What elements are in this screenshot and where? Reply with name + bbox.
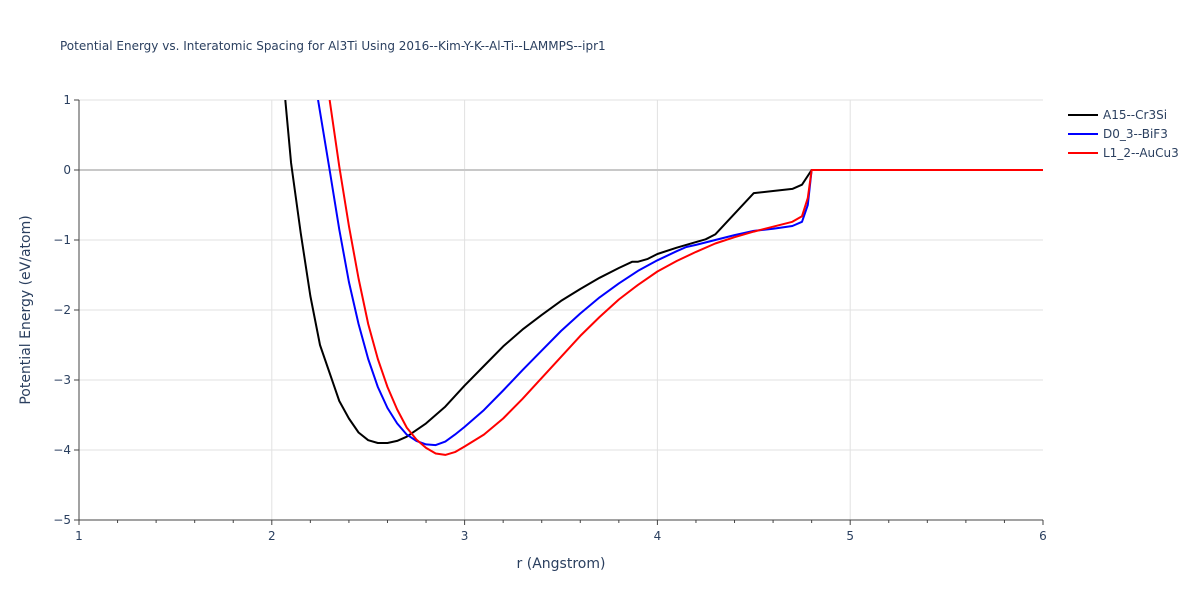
plot-area: [284, 100, 1043, 456]
axes: 1 2 3 4 5 6 1 0 −1 −2 −3 −4 −5: [53, 93, 1047, 543]
x-tick-label: 1: [75, 529, 83, 543]
series-line-2[interactable]: [317, 100, 1043, 447]
legend-item[interactable]: D0_3--BiF3: [1068, 127, 1168, 141]
chart-title: Potential Energy vs. Interatomic Spacing…: [60, 39, 606, 53]
series-line-3[interactable]: [328, 100, 1043, 456]
x-tick-label: 2: [268, 529, 276, 543]
series-line-1[interactable]: [284, 100, 1043, 444]
legend-label: D0_3--BiF3: [1103, 127, 1168, 141]
y-tick-label: −5: [53, 513, 71, 527]
x-tick-label: 3: [461, 529, 469, 543]
y-tick-label: −2: [53, 303, 71, 317]
y-tick-label: 1: [63, 93, 71, 107]
legend[interactable]: A15--Cr3Si D0_3--BiF3 L1_2--AuCu3: [1068, 108, 1179, 160]
y-tick-label: −4: [53, 443, 71, 457]
y-axis-title: Potential Energy (eV/atom): [18, 215, 34, 404]
x-tick-label: 4: [654, 529, 662, 543]
y-tick-label: −3: [53, 373, 71, 387]
legend-label: L1_2--AuCu3: [1103, 146, 1179, 160]
legend-item[interactable]: A15--Cr3Si: [1068, 108, 1167, 122]
y-tick-label: −1: [53, 233, 71, 247]
grid-lines: [79, 99, 1043, 520]
legend-item[interactable]: L1_2--AuCu3: [1068, 146, 1179, 160]
x-tick-label: 5: [846, 529, 854, 543]
x-axis-title: r (Angstrom): [517, 556, 606, 572]
y-tick-label: 0: [63, 163, 71, 177]
legend-label: A15--Cr3Si: [1103, 108, 1167, 122]
x-tick-label: 6: [1039, 529, 1047, 543]
